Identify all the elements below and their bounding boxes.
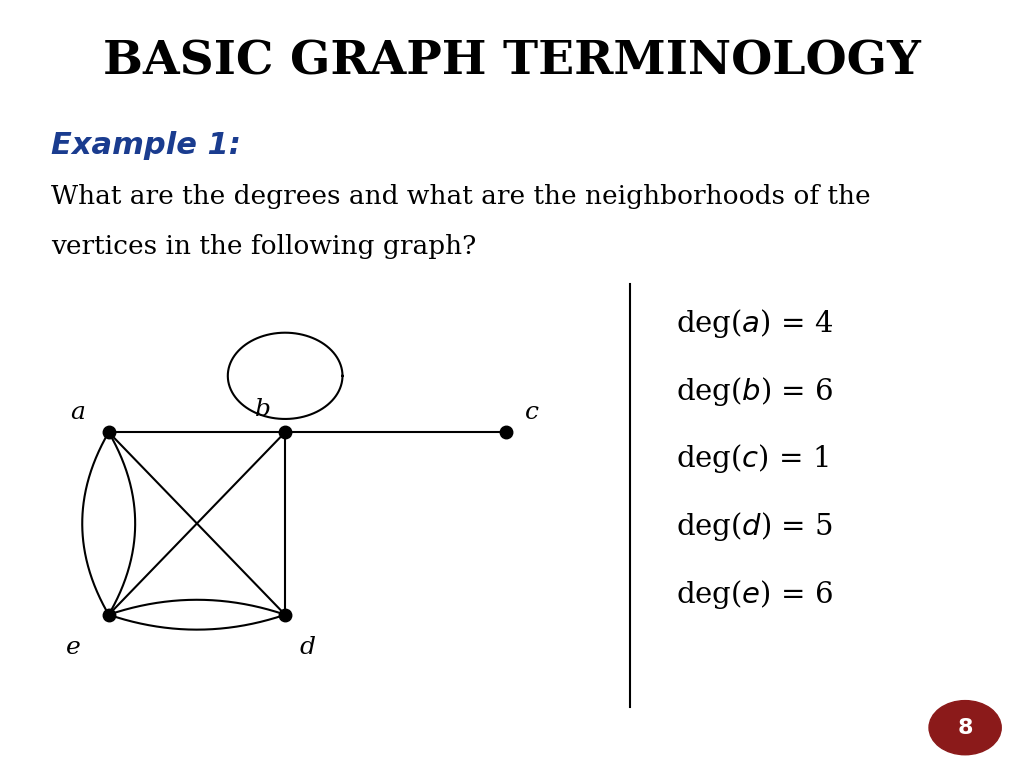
Text: e: e <box>66 637 81 660</box>
Text: What are the degrees and what are the neighborhoods of the: What are the degrees and what are the ne… <box>51 184 870 210</box>
Text: deg($d$) = 5: deg($d$) = 5 <box>676 510 833 543</box>
Text: a: a <box>71 401 85 424</box>
Text: deg($c$) = 1: deg($c$) = 1 <box>676 442 828 475</box>
Circle shape <box>929 700 1001 755</box>
Text: b: b <box>255 398 271 421</box>
Text: deg($b$) = 6: deg($b$) = 6 <box>676 375 834 408</box>
Text: Example 1:: Example 1: <box>51 131 242 160</box>
Text: deg($e$) = 6: deg($e$) = 6 <box>676 578 833 611</box>
Text: c: c <box>525 401 540 424</box>
Text: BASIC GRAPH TERMINOLOGY: BASIC GRAPH TERMINOLOGY <box>103 38 921 84</box>
Text: vertices in the following graph?: vertices in the following graph? <box>51 234 476 260</box>
Text: 8: 8 <box>957 717 973 738</box>
Text: d: d <box>299 637 315 660</box>
Text: deg($a$) = 4: deg($a$) = 4 <box>676 307 833 340</box>
